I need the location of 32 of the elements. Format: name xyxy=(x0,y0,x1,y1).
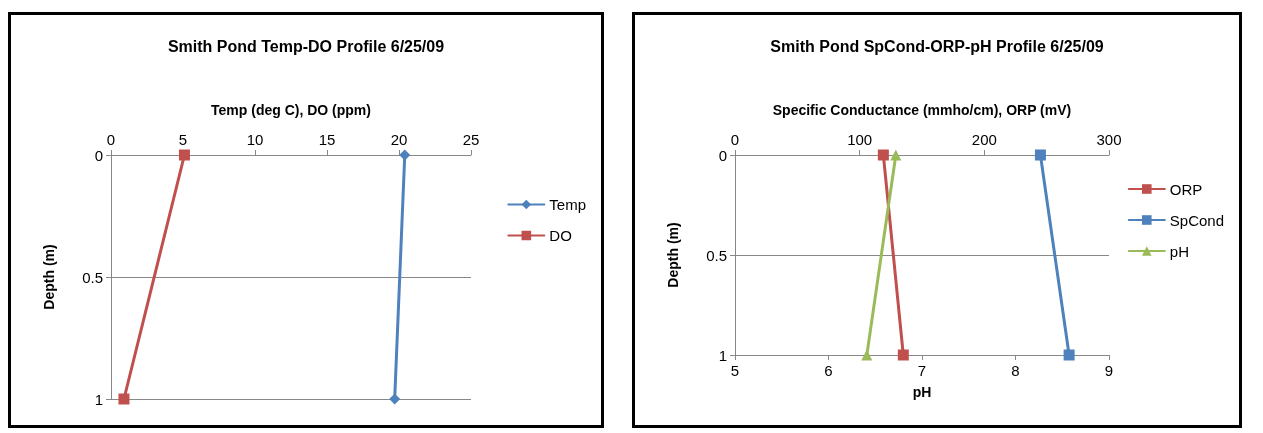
x2-tick-label: 300 xyxy=(1096,131,1122,148)
x-tick-label: 7 xyxy=(917,362,927,379)
legend-label: SpCond xyxy=(1169,211,1225,229)
y-axis-title: Depth (m) xyxy=(41,244,57,310)
x2-axis-title: Specific Conductance (mmho/cm), ORP (mV) xyxy=(772,102,1072,118)
y-tick-label: 0 xyxy=(718,146,727,164)
chart-title: Smith Pond Temp-DO Profile 6/25/09 xyxy=(167,37,445,55)
x-tick-label: 10 xyxy=(246,131,264,148)
y-tick-label: 0 xyxy=(94,146,103,164)
x-tick-label: 6 xyxy=(824,362,833,379)
x2-tick-label: 200 xyxy=(971,131,997,148)
x-tick-label: 8 xyxy=(1011,362,1020,379)
y-tick-label: 1 xyxy=(94,390,103,408)
x-tick-label: 0 xyxy=(106,131,116,148)
x-tick-label: 9 xyxy=(1104,362,1114,379)
x-axis-title: pH xyxy=(912,384,932,400)
y-axis-title: Depth (m) xyxy=(665,222,681,288)
x2-tick-label: 100 xyxy=(847,131,873,148)
x-tick-label: 20 xyxy=(390,131,408,148)
legend-label: pH xyxy=(1169,242,1189,260)
legend-label: Temp xyxy=(549,196,587,213)
x-tick-label: 25 xyxy=(462,131,480,148)
x-tick-label: 5 xyxy=(730,362,740,379)
x-tick-label: 5 xyxy=(178,131,188,148)
y-tick-label: 1 xyxy=(718,346,727,364)
y-tick-label: 0.5 xyxy=(82,268,103,286)
legend-label: ORP xyxy=(1169,180,1203,198)
y-tick-label: 0.5 xyxy=(706,246,727,264)
x-tick-label: 15 xyxy=(318,131,336,148)
legend-label: DO xyxy=(549,227,572,244)
x-axis-title: Temp (deg C), DO (ppm) xyxy=(211,102,371,118)
chart-title: Smith Pond SpCond-ORP-pH Profile 6/25/09 xyxy=(770,37,1104,55)
